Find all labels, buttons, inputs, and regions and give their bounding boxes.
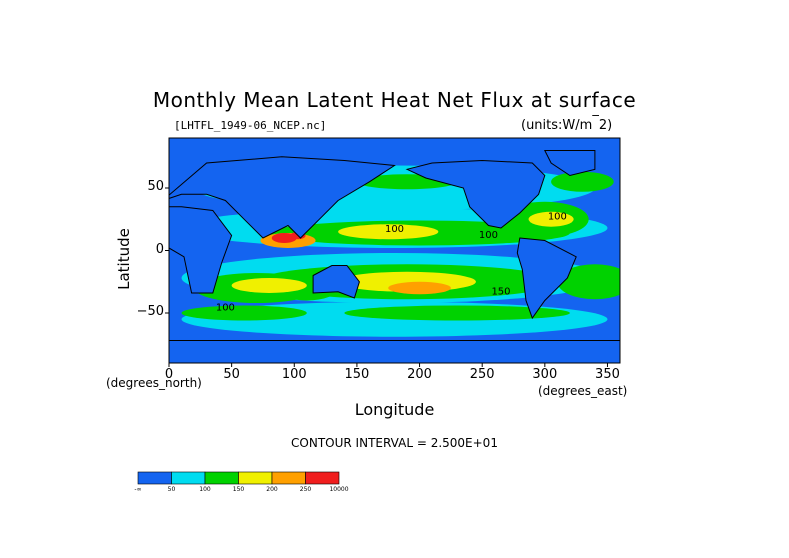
contour-label: 150 bbox=[491, 286, 510, 297]
contour-interval-label: CONTOUR INTERVAL = 2.500E+01 bbox=[291, 436, 498, 450]
flux-region bbox=[388, 281, 451, 295]
contour-label: 100 bbox=[479, 230, 498, 241]
y-axis-units: (degrees_north) bbox=[106, 376, 202, 390]
land-mass bbox=[543, 150, 596, 177]
contour-label: 100 bbox=[216, 303, 235, 314]
x-tick-label: 250 bbox=[469, 367, 495, 382]
flux-region bbox=[344, 305, 570, 321]
flux-region bbox=[528, 211, 574, 227]
y-tick-label: 50 bbox=[147, 179, 164, 194]
x-axis-title: Longitude bbox=[354, 400, 435, 419]
x-tick-label: 200 bbox=[407, 367, 432, 382]
chart-title: Monthly Mean Latent Heat Net Flux at sur… bbox=[152, 88, 637, 112]
land-mass bbox=[312, 265, 360, 299]
colorbar-swatch bbox=[238, 471, 273, 485]
flux-region bbox=[557, 264, 620, 300]
flux-region bbox=[231, 278, 307, 293]
colorbar-label: 200 bbox=[266, 486, 278, 493]
x-tick-label: 100 bbox=[281, 367, 307, 382]
x-axis-units: (degrees_east) bbox=[538, 384, 628, 398]
land-mass bbox=[516, 237, 577, 320]
x-tick-label: 50 bbox=[223, 367, 240, 382]
colorbar-label: -∞ bbox=[134, 486, 142, 493]
land-mass bbox=[169, 156, 396, 239]
file-name-label: [LHTFL_1949-06_NCEP.nc] bbox=[174, 119, 327, 132]
flux-region bbox=[338, 224, 439, 240]
flux-region bbox=[551, 171, 614, 192]
colorbar-label: 150 bbox=[232, 486, 245, 493]
colorbar-swatch bbox=[204, 471, 239, 485]
colorbar-label: 100 bbox=[199, 486, 211, 493]
land-mass bbox=[169, 340, 620, 363]
x-tick-label: 300 bbox=[532, 367, 558, 382]
y-tick-label: 0 bbox=[155, 241, 164, 257]
colorbar-label: 250 bbox=[299, 486, 312, 493]
land-mass bbox=[405, 159, 546, 229]
colorbar-label: 50 bbox=[167, 486, 176, 493]
colorbar-label: 10000 bbox=[329, 486, 349, 493]
units-label: (units:W/m‾2) bbox=[521, 114, 613, 133]
contour-label: 100 bbox=[548, 211, 567, 222]
x-tick-label: 150 bbox=[344, 367, 370, 382]
x-tick-label: 350 bbox=[595, 367, 620, 382]
y-axis-title: Latitude bbox=[115, 228, 133, 290]
land-mass bbox=[169, 206, 233, 294]
y-tick-label: −50 bbox=[136, 304, 164, 319]
contour-label: 100 bbox=[385, 224, 404, 235]
colorbar-swatch bbox=[137, 471, 172, 485]
flux-region bbox=[181, 305, 307, 321]
x-tick-label: 0 bbox=[164, 367, 174, 382]
colorbar-swatch bbox=[305, 471, 340, 485]
colorbar-swatch bbox=[271, 471, 306, 485]
colorbar-swatch bbox=[171, 471, 206, 485]
